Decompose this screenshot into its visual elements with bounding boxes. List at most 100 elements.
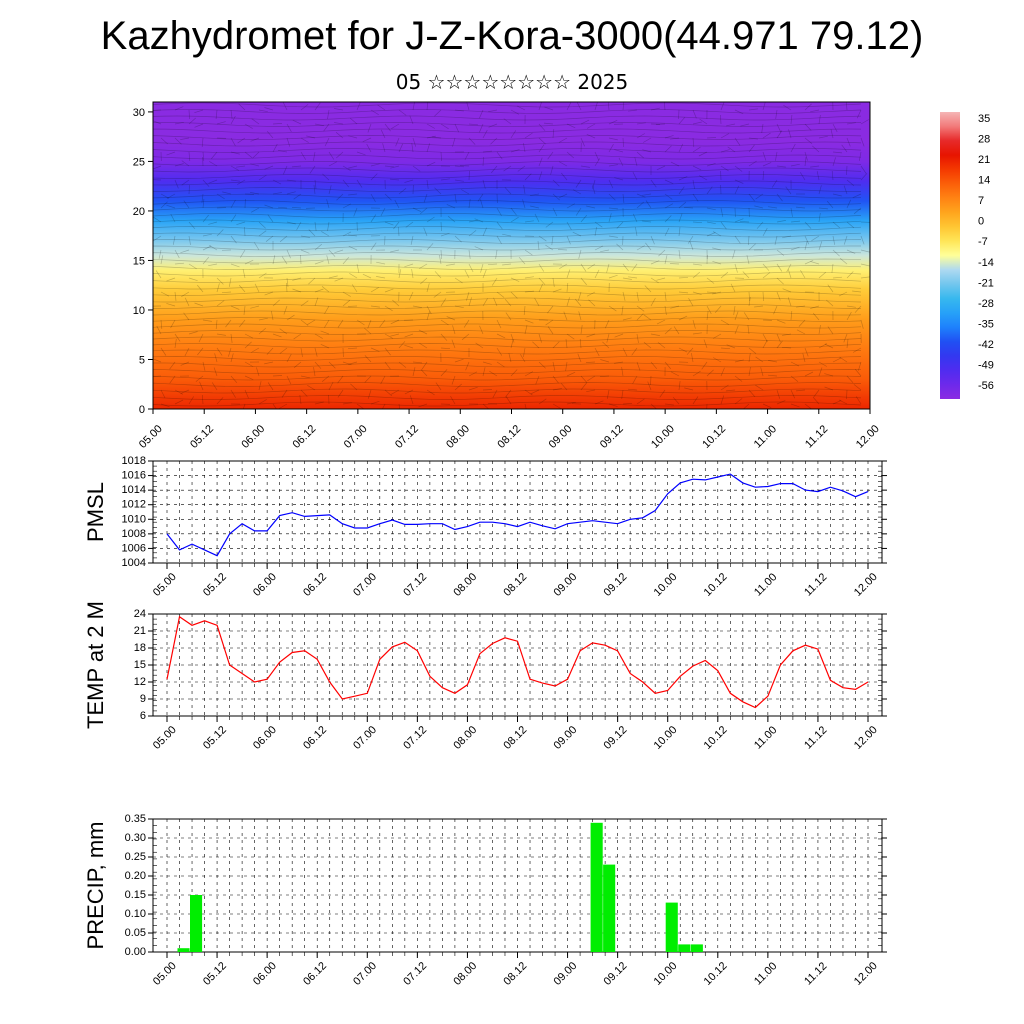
wind-barb [277,206,288,209]
wind-barb [734,398,743,405]
wind-barb [796,329,806,335]
y-tick-label: 15 [133,255,145,267]
wind-barb [846,122,856,125]
wind-barb [580,277,587,286]
wind-barb [664,193,673,200]
wind-barb [174,291,177,301]
y-tick-label: 6 [140,710,146,722]
wind-barb [188,277,198,282]
x-tick-label: 10.12 [700,423,728,451]
wind-barb [376,276,386,279]
x-tick-label: 07.00 [351,724,379,752]
wind-barb [642,220,652,223]
wind-barb [328,185,332,195]
wind-barb [636,151,644,159]
wind-barb [530,193,540,196]
wind-barb [314,401,324,405]
wind-barb [426,216,435,223]
wind-barb [264,291,274,296]
wind-barb [505,312,512,321]
wind-barb [466,291,470,301]
wind-barb [734,179,744,184]
wind-barb [180,361,190,366]
wind-barb [504,298,512,307]
wind-barb [524,403,527,409]
wind-barb [228,347,232,357]
wind-barb [258,327,267,335]
wind-barb [391,123,400,129]
wind-barb [440,298,447,307]
wind-barb [522,199,526,209]
wind-barb [160,255,164,265]
wind-barb [480,263,484,273]
x-tick-label: 11.12 [802,960,829,987]
wind-contour-line [153,291,862,296]
wind-barb [636,313,644,321]
wind-barb [188,331,198,335]
wind-barb [577,353,582,363]
x-tick-label: 07.12 [393,423,421,451]
wind-barb [426,161,436,167]
wind-barb [683,207,694,209]
x-tick-label: 05.00 [151,571,179,599]
wind-barb [776,333,781,343]
x-tick-label: 10.00 [652,724,680,752]
x-tick-label: 06.00 [251,724,279,752]
wind-barb [328,249,336,257]
wind-barb [174,249,180,259]
wind-barb [538,171,543,181]
wind-barb [390,249,400,253]
wind-barb [720,319,729,325]
y-tick-label: 15 [134,659,146,671]
wind-barb [160,193,170,199]
wind-barb [706,162,716,167]
wind-barb [622,277,632,280]
wind-barb [818,343,828,349]
wind-barb [545,221,554,228]
wind-barb [252,151,260,159]
wind-barb [670,305,680,309]
wind-barb [351,284,358,293]
wind-barb [291,207,302,209]
wind-barb [404,389,414,395]
wind-barb [188,151,191,162]
wind-barb [300,137,309,143]
wind-barb [538,283,544,293]
wind-barb [812,312,820,321]
wind-barb [324,305,330,314]
wind-barb [421,361,428,370]
wind-barb [692,263,702,266]
wind-barb [452,325,456,335]
wind-barb [244,341,252,349]
wind-barb [650,235,655,245]
wind-barb [180,249,190,254]
wind-barb [692,221,703,224]
wind-barb [370,163,380,167]
wind-barb [706,305,712,315]
wind-barb [324,319,330,328]
wind-barb [566,401,576,405]
wind-barb [552,375,559,384]
wind-barb [790,361,800,367]
wind-barb [818,207,829,210]
wind-barb [300,249,310,254]
colorbar-label: -35 [978,318,994,330]
wind-barb [748,347,757,354]
wind-barb [622,102,625,111]
wind-barb [452,137,456,147]
wind-barb [776,400,786,405]
wind-barb [291,165,302,168]
chart-title: Kazhydromet for J-Z-Kora-3000(44.971 79.… [100,14,924,58]
y-tick-label: 1004 [122,557,146,569]
wind-barb [300,319,309,326]
wind-barb [398,269,402,279]
wind-barb [426,123,435,129]
wind-barb [299,395,302,405]
wind-barb [551,235,554,245]
wind-barb [454,193,457,203]
wind-barb [256,367,260,377]
wind-barb [714,305,722,314]
colorbar-label: -49 [978,359,994,371]
x-tick-label: 06.12 [291,423,319,451]
x-tick-label: 12.00 [852,960,880,988]
